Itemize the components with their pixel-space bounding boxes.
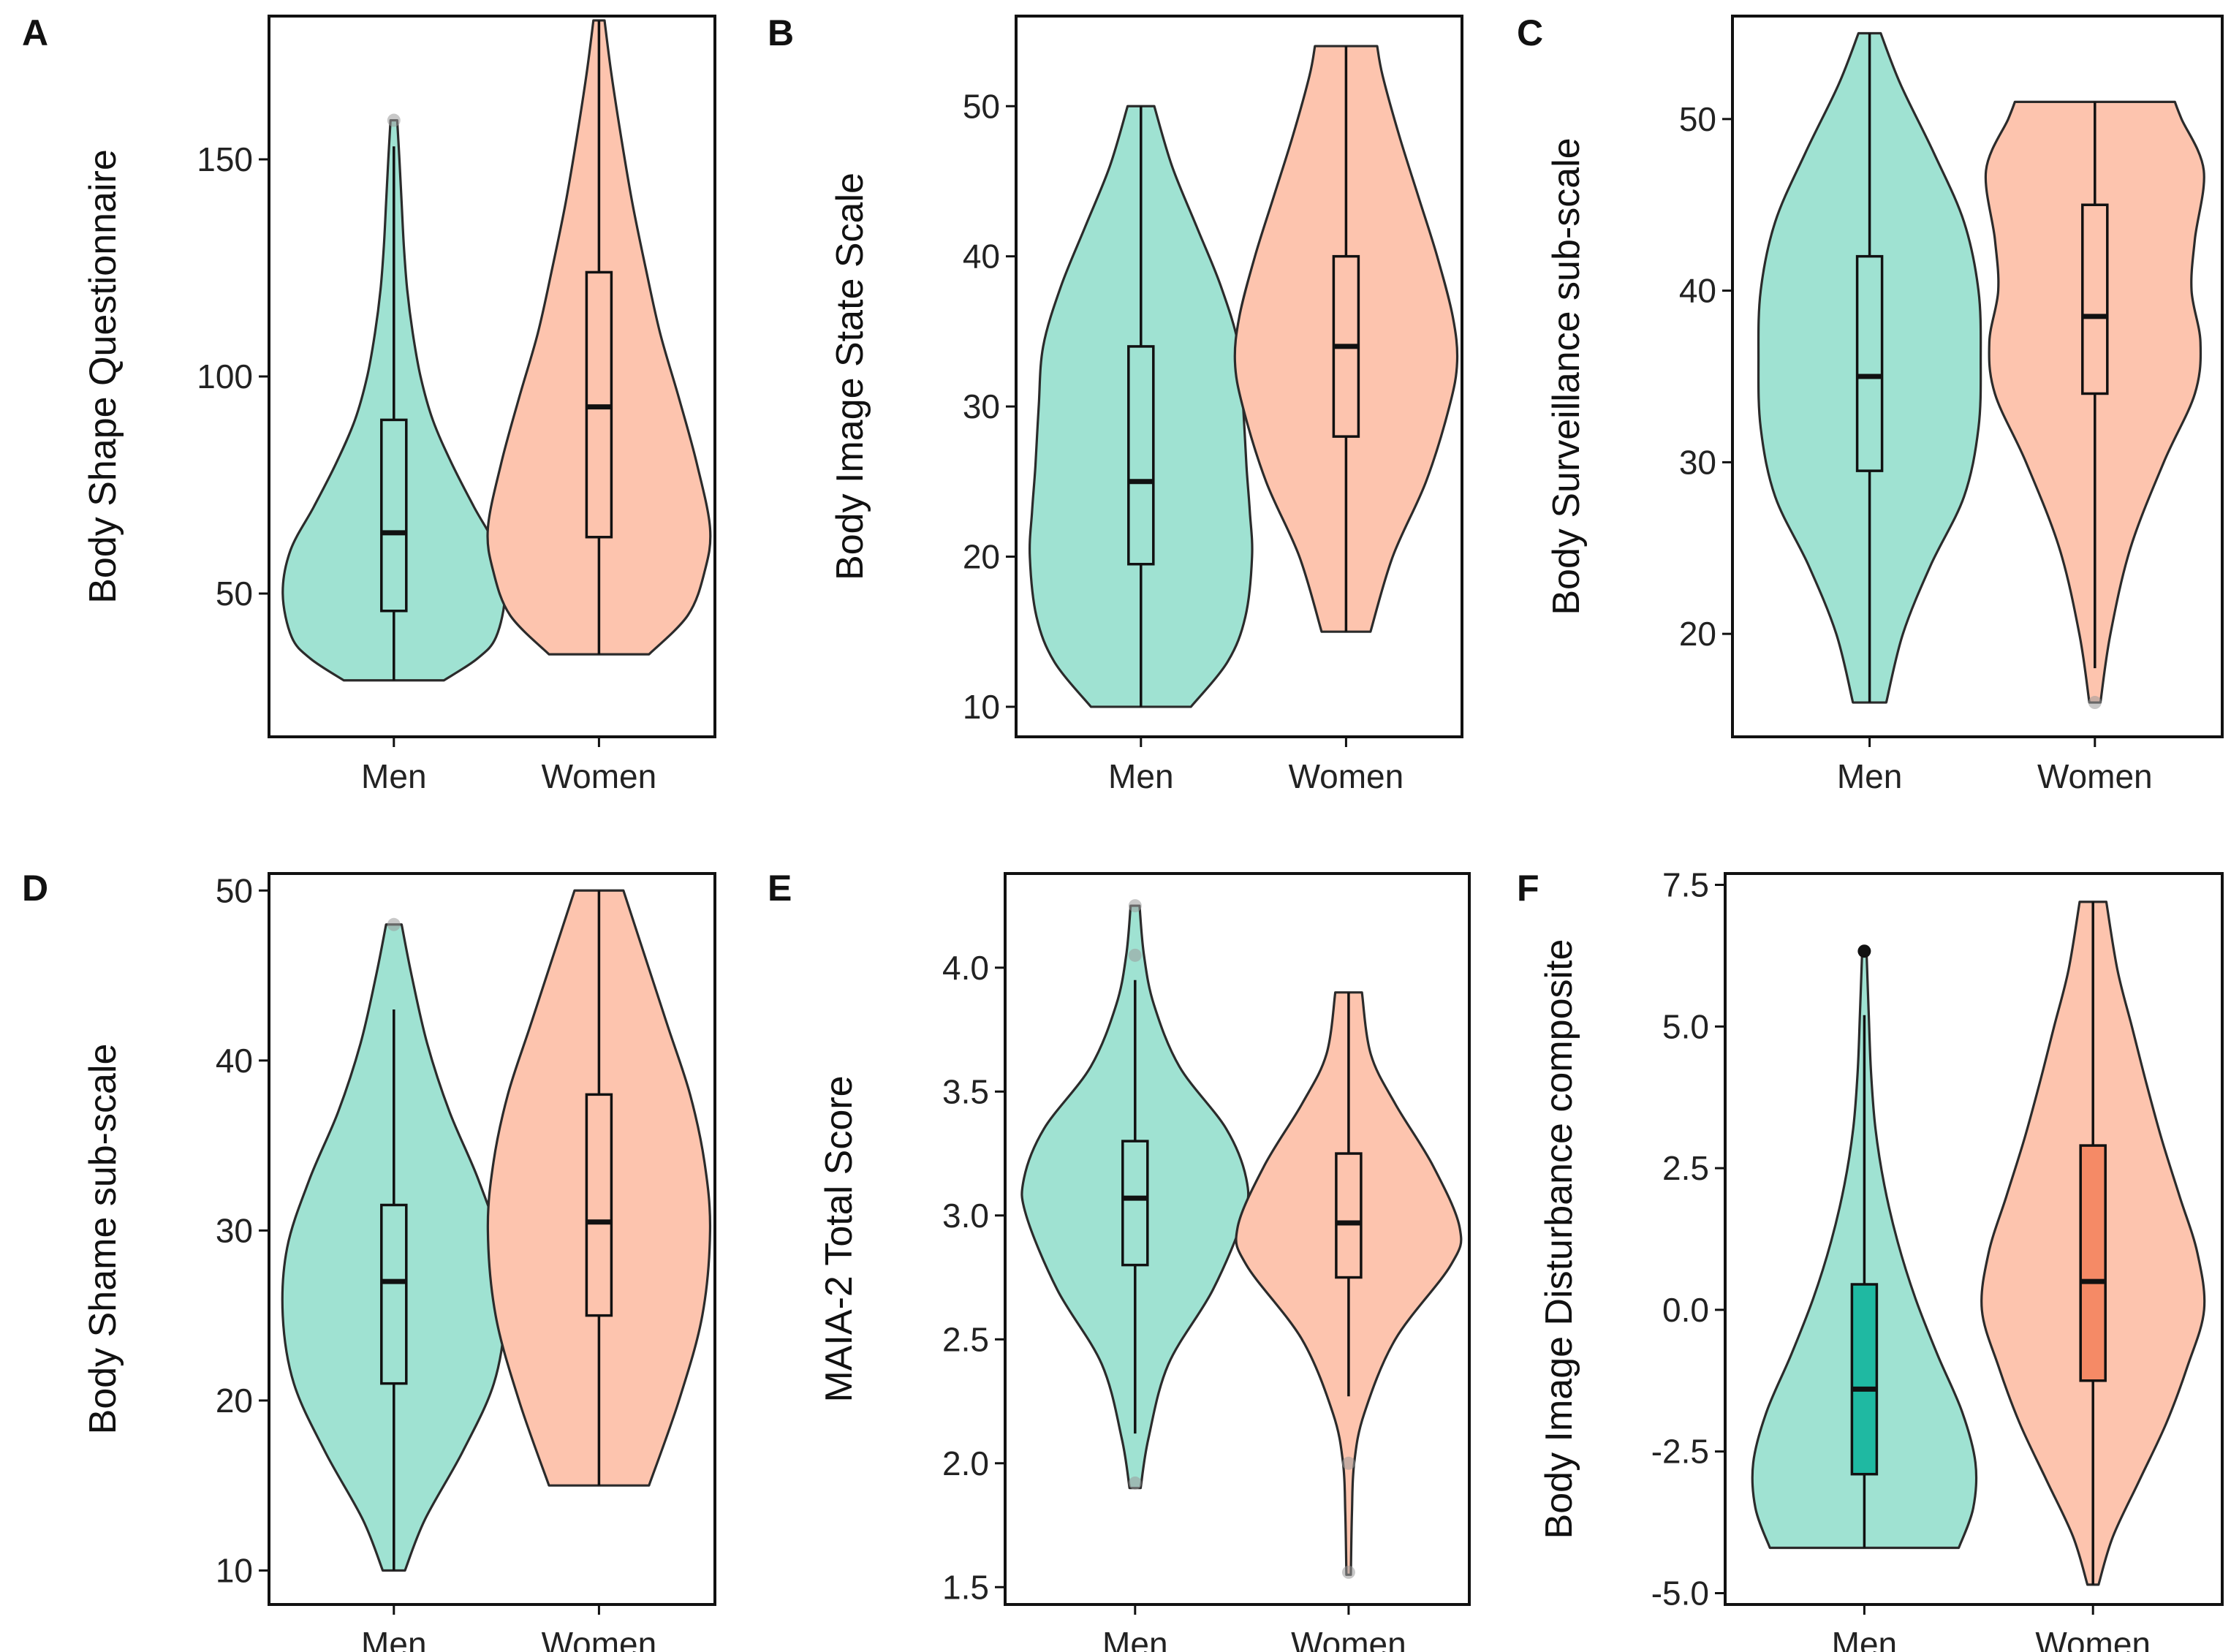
y-tick-label: 30 [963, 387, 1000, 425]
outlier-point [1128, 948, 1142, 962]
x-tick-label: Women [1289, 757, 1404, 795]
y-tick-label: 50 [216, 575, 253, 613]
y-tick-label: 2.5 [942, 1320, 989, 1358]
y-axis-label: Body Image Disturbance composite [1538, 939, 1580, 1539]
y-tick-label: 0.0 [1662, 1291, 1709, 1329]
y-tick-label: 3.0 [942, 1197, 989, 1235]
y-tick-label: 50 [1679, 100, 1716, 138]
y-tick-label: 40 [216, 1042, 253, 1080]
y-tick-label: 50 [963, 87, 1000, 125]
y-tick-label: 40 [1679, 272, 1716, 310]
panel-letter: B [768, 12, 794, 53]
y-tick-label: 1.5 [942, 1568, 989, 1606]
y-tick-label: 30 [216, 1211, 253, 1249]
outlier-point [1128, 899, 1142, 913]
panel-d: D 10 20 30 40 50 Body Shame sub-scale Men Women [22, 868, 716, 1652]
y-tick-label: -5.0 [1651, 1574, 1709, 1612]
x-tick-label: Men [1102, 1625, 1167, 1652]
iqr-box [380, 418, 408, 613]
y-axis-label: Body Image State Scale [829, 173, 871, 580]
y-tick-label: 10 [216, 1551, 253, 1589]
plot-frame [268, 872, 716, 1606]
x-tick-label: Women [2037, 757, 2153, 795]
outlier-point [387, 917, 401, 931]
panel-letter: A [22, 12, 48, 53]
x-tick-label: Men [361, 1625, 426, 1652]
y-tick-label: 30 [1679, 443, 1716, 481]
panel-b: B 10 20 30 40 50 Body Image State Scale Men Wome… [768, 12, 1463, 795]
iqr-box [380, 1203, 408, 1385]
y-tick-label: 20 [963, 538, 1000, 576]
iqr-box [585, 1093, 613, 1317]
plot-frame [1724, 872, 2224, 1606]
plot-frame [1731, 15, 2224, 738]
iqr-box [2079, 1144, 2107, 1382]
y-tick-label: 7.5 [1662, 866, 1709, 904]
iqr-box [1127, 345, 1155, 566]
panel-e: E 1.5 2.0 2.5 3.0 3.5 4.0 MAIA-2 Total Score Men… [768, 868, 1471, 1652]
x-tick-label: Men [1832, 1625, 1897, 1652]
y-axis-label: MAIA-2 Total Score [818, 1075, 860, 1402]
x-tick-label: Men [1837, 757, 1902, 795]
y-axis-label: Body Surveillance sub-scale [1545, 137, 1588, 615]
outlier-point [1341, 1456, 1355, 1470]
y-tick-label: 150 [197, 140, 253, 178]
y-axis-label: Body Shame sub-scale [82, 1044, 124, 1435]
outlier-point [2088, 696, 2102, 710]
y-tick-label: 50 [216, 871, 253, 909]
iqr-box [1121, 1140, 1149, 1267]
plot-frame [1015, 15, 1463, 738]
y-tick-label: 2.5 [1662, 1149, 1709, 1187]
panel-letter: D [22, 868, 48, 909]
x-tick-label: Women [542, 1625, 657, 1652]
y-tick-label: 20 [1679, 615, 1716, 653]
plot-frame [1004, 872, 1471, 1606]
y-tick-label: -2.5 [1651, 1433, 1709, 1471]
x-tick-label: Women [542, 757, 657, 795]
outlier-point [1857, 944, 1871, 958]
y-tick-label: 5.0 [1662, 1007, 1709, 1045]
iqr-box [2081, 203, 2109, 395]
iqr-box [1850, 1283, 1879, 1476]
iqr-box [1855, 254, 1884, 472]
y-tick-label: 3.5 [942, 1072, 989, 1110]
panel-c: C 20 30 40 50 Body Surveillance sub-scale Men W… [1517, 12, 2224, 795]
y-tick-label: 10 [963, 688, 1000, 726]
y-tick-label: 20 [216, 1382, 253, 1420]
x-tick-label: Men [1108, 757, 1173, 795]
y-tick-label: 4.0 [942, 949, 989, 987]
panel-f: F -5.0 -2.5 0.0 2.5 5.0 7.5 Body Image Disturba… [1517, 866, 2224, 1652]
outlier-point [1341, 1565, 1355, 1579]
y-tick-label: 40 [963, 238, 1000, 276]
outlier-point [387, 113, 401, 127]
y-tick-label: 2.0 [942, 1444, 989, 1482]
panel-letter: F [1517, 868, 1539, 909]
panel-a: A 50 100 150 Body Shape Questionnaire Men Wome… [22, 12, 716, 795]
y-tick-label: 100 [197, 357, 253, 395]
x-tick-label: Women [2035, 1625, 2151, 1652]
panel-letter: E [768, 868, 792, 909]
x-tick-label: Women [1291, 1625, 1406, 1652]
x-tick-label: Men [361, 757, 426, 795]
panel-letter: C [1517, 12, 1543, 53]
y-axis-label: Body Shape Questionnaire [82, 149, 124, 604]
iqr-box [1335, 1152, 1363, 1279]
outlier-point [1128, 1476, 1142, 1490]
